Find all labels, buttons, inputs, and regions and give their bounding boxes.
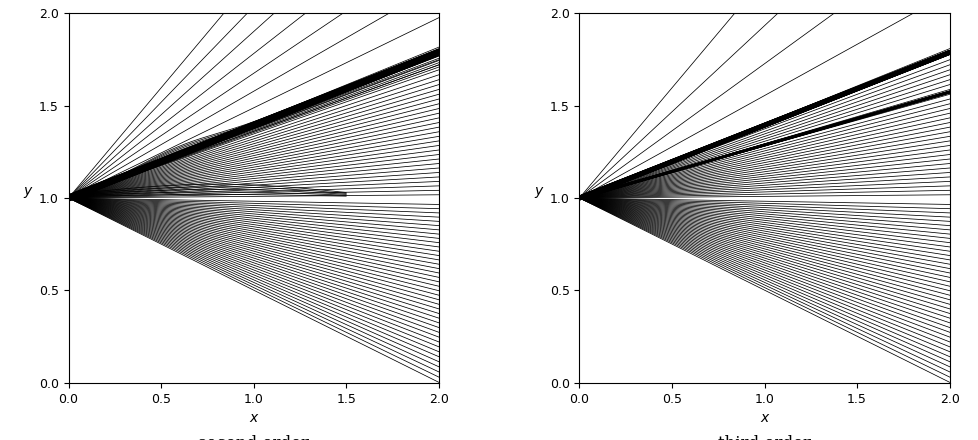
Y-axis label: y: y [534,184,542,198]
Y-axis label: y: y [23,184,32,198]
Text: second order: second order [198,435,309,440]
Text: third order: third order [717,435,810,440]
X-axis label: x: x [249,411,257,425]
X-axis label: x: x [760,411,768,425]
